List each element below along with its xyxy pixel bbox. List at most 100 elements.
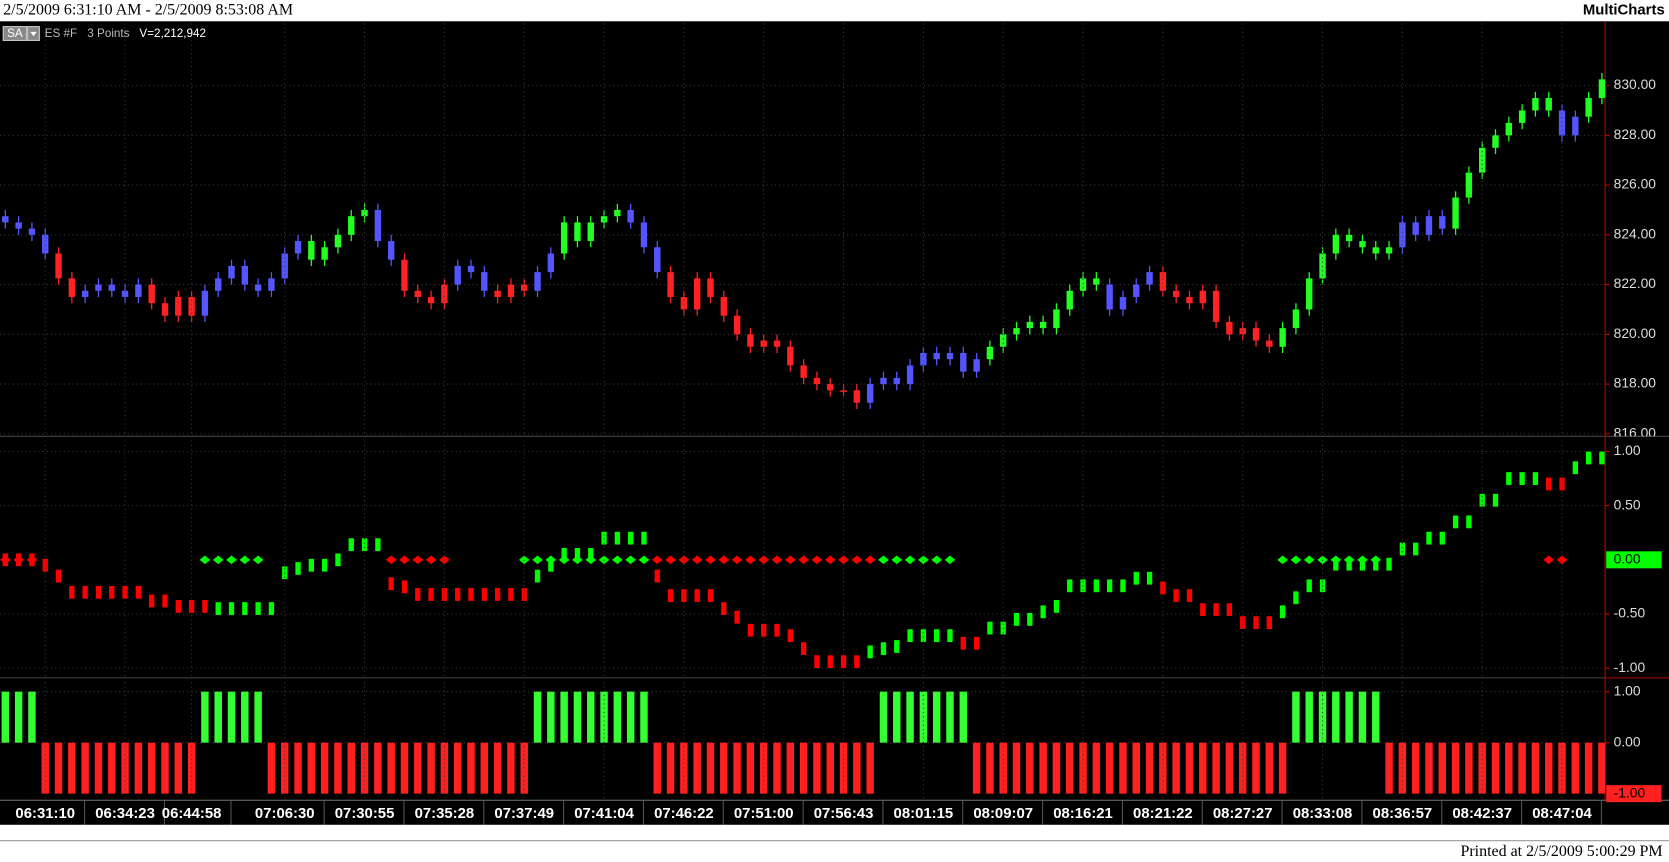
signal-bar	[1199, 742, 1207, 794]
candle-body	[28, 228, 36, 235]
signal-bar	[1212, 742, 1220, 794]
signal-bar	[972, 742, 981, 794]
candle-body	[1452, 197, 1459, 229]
candle-body	[1226, 321, 1233, 335]
candle-body	[55, 253, 62, 279]
oscillator-bar	[840, 655, 847, 669]
zero-dot	[1263, 555, 1275, 565]
signal-bar	[1252, 742, 1260, 794]
signal-bar	[1372, 691, 1380, 743]
oscillator-bar	[894, 640, 900, 653]
signal-bar	[201, 691, 209, 743]
zero-dot	[199, 555, 211, 565]
signal-bar	[28, 691, 36, 743]
oscillator-bar	[175, 600, 181, 613]
candle-body	[401, 259, 408, 291]
candle-body	[1518, 110, 1526, 123]
last-value-label: 0.00	[1614, 550, 1641, 566]
y-tick-label: 1.00	[1614, 682, 1641, 698]
candle-body	[627, 209, 634, 223]
candle-body	[840, 390, 847, 392]
zero-dot	[13, 555, 24, 565]
candle-body	[906, 365, 914, 385]
signal-bar	[254, 691, 262, 743]
zero-dot	[1543, 555, 1555, 565]
signal-bar	[1052, 742, 1061, 794]
symbol: ES #F	[45, 27, 77, 40]
x-tick-label: 08:21:22	[1133, 806, 1193, 822]
candle-body	[1505, 122, 1512, 136]
y-tick-label: 828.00	[1614, 126, 1657, 142]
candle-body	[1093, 278, 1100, 285]
candle-body	[1133, 284, 1140, 298]
candle-body	[1385, 247, 1393, 254]
signal-bar	[161, 742, 169, 794]
price-panel	[0, 23, 1606, 437]
candle-body	[800, 365, 807, 378]
candle-body	[42, 234, 49, 254]
oscillator-bar	[135, 585, 142, 599]
signal-bar	[946, 691, 954, 743]
signal-bar	[320, 742, 329, 794]
candle-body	[241, 265, 249, 285]
signal-bar	[560, 691, 568, 743]
zero-dot	[1357, 555, 1368, 565]
candle-body	[813, 377, 821, 385]
y-tick-label: 0.50	[1614, 496, 1641, 512]
candle-body	[1066, 290, 1073, 310]
oscillator-bar	[388, 577, 394, 591]
candle-body	[108, 284, 115, 291]
last-value-box	[1606, 785, 1662, 803]
candle-body	[175, 297, 182, 316]
candle-body	[720, 297, 727, 316]
oscillator-bar	[401, 580, 408, 594]
candle-body	[880, 377, 887, 385]
zero-dot	[572, 555, 583, 565]
x-tick-label: 07:56:43	[814, 806, 874, 822]
signal-bar	[1225, 742, 1234, 794]
signal-bar	[799, 742, 808, 794]
zero-dot	[425, 555, 437, 565]
signal-bar	[533, 691, 542, 743]
oscillator-bar	[1346, 557, 1352, 571]
zero-dot	[931, 555, 943, 565]
oscillator-bar	[654, 569, 660, 583]
signal-bar	[893, 691, 901, 743]
signal-bar	[134, 742, 143, 794]
zero-dot	[1303, 555, 1315, 565]
signal-bar	[81, 742, 89, 794]
oscillator-bar	[375, 538, 381, 552]
signal-bar	[1305, 691, 1313, 743]
oscillator-bar	[827, 655, 833, 669]
signal-bar	[334, 742, 342, 794]
oscillator-bar	[561, 548, 567, 561]
signal-bar	[1465, 742, 1473, 794]
signal-bar	[1278, 742, 1287, 794]
zero-dot	[399, 555, 410, 565]
signal-bar	[786, 742, 795, 794]
candle-body	[787, 346, 794, 366]
candle-body	[1239, 328, 1246, 335]
candle-body	[893, 377, 900, 385]
y-tick-label: 826.00	[1614, 176, 1657, 192]
zero-dot	[878, 555, 889, 565]
oscillator-bar	[1519, 472, 1525, 485]
last-value-label: -1.00	[1614, 784, 1646, 800]
oscillator-bar	[202, 600, 208, 613]
x-tick-label: 08:09:07	[973, 806, 1033, 822]
oscillator-bar	[55, 569, 62, 583]
signal-bar	[1385, 742, 1393, 794]
signal-bar	[640, 691, 648, 743]
signal-bar	[653, 742, 662, 794]
dropdown-arrow	[30, 31, 37, 37]
x-tick-label: 07:06:30	[255, 806, 315, 822]
candle-body	[827, 384, 834, 391]
oscillator-bar	[1027, 613, 1033, 626]
oscillator-bar	[268, 602, 275, 615]
candle-body	[321, 247, 328, 260]
x-tick-label: 07:41:04	[574, 806, 634, 822]
candle-body	[866, 384, 874, 403]
signal-bar	[1345, 691, 1353, 743]
chart-area	[0, 21, 1669, 825]
candle-body	[281, 253, 288, 279]
